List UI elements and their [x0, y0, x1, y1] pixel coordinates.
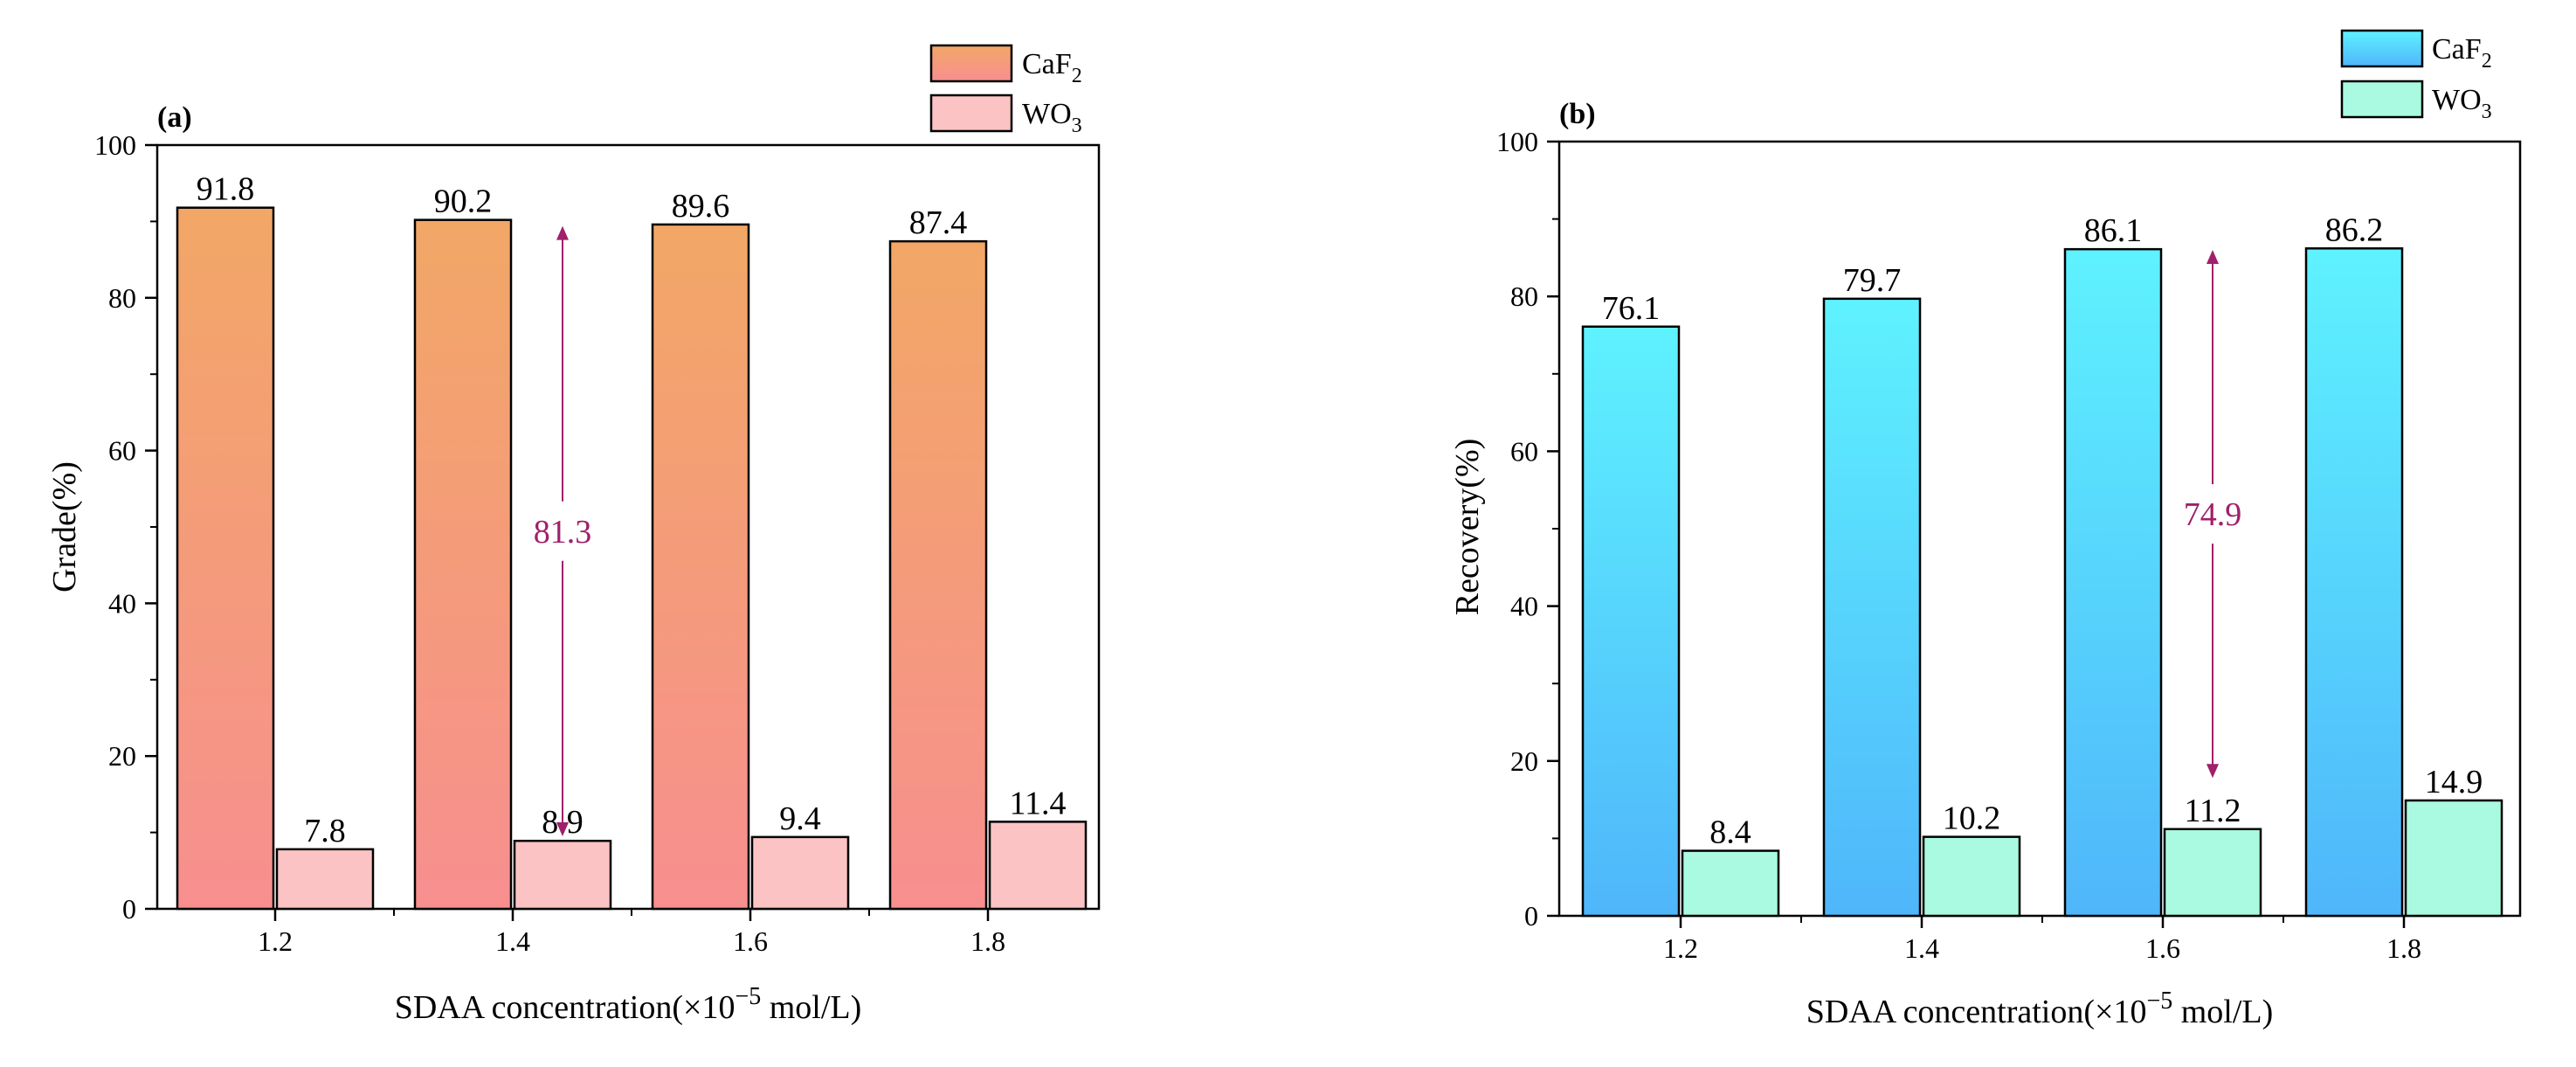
bar-caf2-1.4 — [1822, 297, 1922, 918]
data-label: 91.8 — [197, 171, 255, 208]
data-label: 11.4 — [1009, 785, 1066, 821]
y-tick-label: 100 — [94, 129, 136, 161]
bar-caf2-1.6 — [2063, 247, 2163, 918]
x-tick-label: 1.4 — [495, 925, 530, 957]
x-axis-label: SDAA concentration(×10−5 mol/L) — [1806, 987, 2274, 1030]
bar-caf2-1.2 — [1581, 325, 1681, 918]
bar-caf2-1.6 — [651, 223, 750, 911]
legend-swatch — [2340, 80, 2424, 119]
data-label: 14.9 — [2425, 764, 2483, 800]
bar-wo3-1.4 — [1922, 835, 2021, 918]
data-label: 79.7 — [1843, 262, 1902, 299]
data-label: 8.4 — [1709, 814, 1751, 851]
data-label: 76.1 — [1602, 290, 1661, 327]
y-axis-label: Recovery(%) — [1449, 439, 1486, 616]
x-tick-label: 1.4 — [1904, 932, 1939, 964]
arrowhead-down-icon — [556, 821, 569, 836]
bar-wo3-1.4 — [513, 839, 612, 911]
y-axis-label: Grade(%) — [46, 461, 83, 592]
y-tick-label: 80 — [1510, 281, 1538, 312]
y-tick-label: 60 — [108, 435, 136, 467]
legend-label: CaF2 — [2432, 33, 2492, 73]
data-label: 87.4 — [909, 204, 968, 241]
annotation-label: 74.9 — [2184, 496, 2242, 533]
legend: CaF2 WO3 — [929, 44, 1082, 137]
y-tick-label: 100 — [1496, 126, 1538, 157]
bar-caf2-1.4 — [413, 218, 513, 911]
bar-caf2-1.2 — [176, 206, 275, 911]
data-label: 9.4 — [779, 800, 821, 837]
annotation-label: 81.3 — [534, 514, 592, 551]
y-tick-label: 20 — [1510, 745, 1538, 777]
y-tick-label: 60 — [1510, 435, 1538, 467]
y-tick-label: 40 — [1510, 591, 1538, 622]
y-tick-label: 40 — [108, 587, 136, 619]
x-tick-label: 1.8 — [970, 925, 1005, 957]
data-label: 90.2 — [434, 184, 493, 220]
legend-label: WO3 — [2432, 84, 2492, 123]
data-label: 89.6 — [672, 188, 730, 225]
bar-caf2-1.8 — [2304, 247, 2404, 918]
legend-label: CaF2 — [1022, 48, 1082, 87]
x-tick-label: 1.2 — [258, 925, 293, 957]
legend-label: WO3 — [1022, 98, 1082, 137]
x-tick-label: 1.2 — [1663, 932, 1698, 964]
chart-panel-b: 0 20 40 60 80 100 76.1 8.4 1.2 79.7 10.2 1.4 86.1 11.… — [1449, 29, 2522, 1030]
panel-label: (a) — [157, 101, 192, 134]
data-label: 11.2 — [2184, 793, 2241, 829]
legend: CaF2 WO3 — [2340, 29, 2492, 123]
data-label: 10.2 — [1943, 800, 2001, 837]
data-label: 86.1 — [2084, 212, 2143, 249]
chart-panel-a: 02040608010091.87.81.290.28.91.489.69.41… — [46, 44, 1101, 1026]
bar-wo3-1.8 — [988, 821, 1088, 911]
bar-wo3-1.6 — [2163, 828, 2262, 918]
arrowhead-up-icon — [2207, 250, 2219, 265]
bar-wo3-1.8 — [2404, 799, 2503, 918]
legend-swatch — [929, 44, 1013, 83]
y-tick-label: 80 — [108, 282, 136, 314]
y-tick-label: 20 — [108, 740, 136, 772]
bar-caf2-1.8 — [888, 239, 988, 911]
data-label: 86.2 — [2325, 211, 2384, 248]
panel-label: (b) — [1559, 98, 1596, 130]
arrowhead-up-icon — [556, 225, 569, 240]
arrowhead-down-icon — [2207, 764, 2219, 779]
legend-swatch — [2340, 29, 2424, 68]
bar-wo3-1.2 — [275, 848, 375, 911]
data-label: 7.8 — [304, 813, 346, 849]
legend-swatch — [929, 94, 1013, 133]
x-tick-label: 1.6 — [2145, 932, 2180, 964]
x-tick-label: 1.6 — [733, 925, 768, 957]
x-axis-label: SDAA concentration(×10−5 mol/L) — [395, 983, 862, 1026]
x-tick-label: 1.8 — [2386, 932, 2421, 964]
bar-wo3-1.2 — [1681, 849, 1780, 918]
y-tick-label: 0 — [1524, 900, 1538, 932]
y-tick-label: 0 — [122, 893, 136, 925]
bar-wo3-1.6 — [750, 835, 850, 911]
